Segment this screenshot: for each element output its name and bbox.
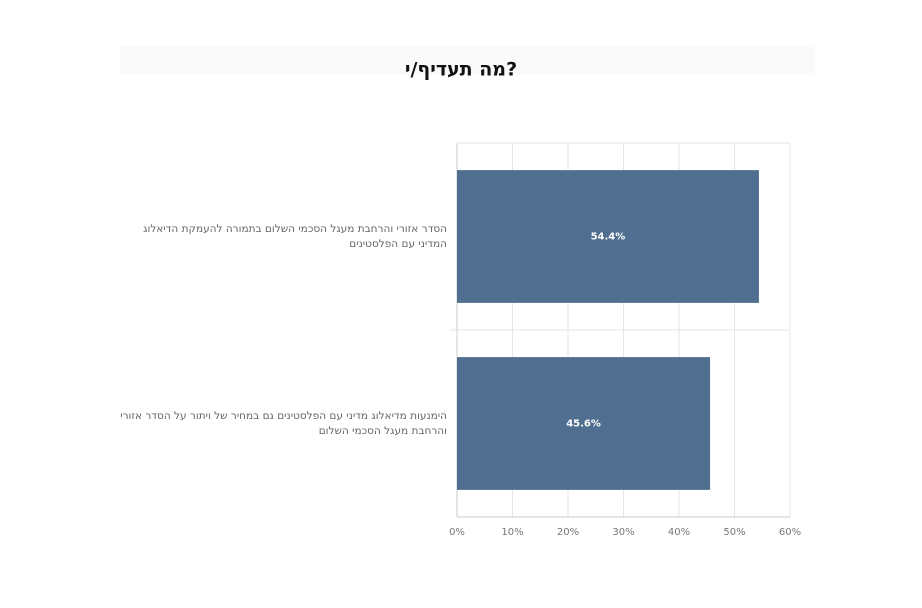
bar <box>457 357 711 490</box>
category-label: הסדר אזורי והרחבת מעגל הסכמי השלום בתמור… <box>143 222 447 250</box>
x-tick-label: 50% <box>723 527 745 538</box>
x-tick-label: 30% <box>612 527 634 538</box>
chart-title: מה תעדיף/י? <box>405 59 517 81</box>
x-tick-label: 60% <box>779 527 801 538</box>
value-label: 45.6% <box>566 419 601 430</box>
title-band <box>120 45 815 75</box>
x-tick-label: 40% <box>668 527 690 538</box>
x-tick-label: 20% <box>557 527 579 538</box>
x-tick-label: 10% <box>501 527 523 538</box>
bar <box>457 170 759 303</box>
value-label: 54.4% <box>591 232 626 243</box>
x-tick-label: 0% <box>449 527 465 538</box>
category-label: הימנעות מדיאלוג מדיני עם הפלסטינים גם במ… <box>120 409 447 437</box>
